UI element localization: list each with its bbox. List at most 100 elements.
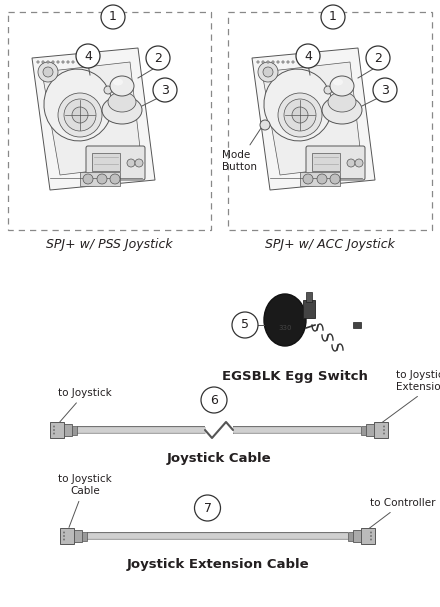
Circle shape bbox=[53, 426, 55, 427]
Ellipse shape bbox=[110, 76, 134, 96]
Text: Joystick Extension Cable: Joystick Extension Cable bbox=[126, 558, 309, 571]
Text: 3: 3 bbox=[161, 84, 169, 97]
Text: SPJ+ w/ ACC Joystick: SPJ+ w/ ACC Joystick bbox=[265, 238, 395, 251]
Bar bbox=[312, 153, 340, 171]
Bar bbox=[60, 528, 74, 544]
Circle shape bbox=[330, 174, 340, 184]
Circle shape bbox=[52, 61, 54, 63]
Circle shape bbox=[292, 61, 294, 63]
Circle shape bbox=[258, 62, 278, 82]
Circle shape bbox=[37, 61, 39, 63]
Circle shape bbox=[194, 495, 220, 521]
Circle shape bbox=[355, 159, 363, 167]
Circle shape bbox=[292, 107, 308, 123]
Bar bbox=[92, 153, 120, 171]
Bar bbox=[366, 424, 374, 436]
Circle shape bbox=[232, 312, 258, 338]
Bar bbox=[361, 528, 375, 544]
Circle shape bbox=[43, 67, 53, 77]
Circle shape bbox=[101, 5, 125, 29]
Ellipse shape bbox=[264, 69, 332, 141]
Circle shape bbox=[63, 538, 65, 540]
Circle shape bbox=[287, 61, 289, 63]
Text: 330: 330 bbox=[278, 325, 292, 331]
Bar bbox=[72, 426, 77, 435]
Bar bbox=[8, 12, 211, 230]
Circle shape bbox=[67, 61, 69, 63]
Polygon shape bbox=[32, 48, 155, 190]
Bar bbox=[300, 172, 340, 186]
Bar bbox=[228, 12, 432, 230]
Circle shape bbox=[201, 387, 227, 413]
Text: to Joystick
Cable: to Joystick Cable bbox=[58, 475, 112, 527]
Ellipse shape bbox=[333, 78, 343, 86]
Bar bbox=[348, 532, 353, 540]
Circle shape bbox=[370, 538, 372, 540]
Circle shape bbox=[62, 61, 64, 63]
Circle shape bbox=[277, 61, 279, 63]
Circle shape bbox=[127, 159, 135, 167]
Circle shape bbox=[370, 532, 372, 534]
Text: 4: 4 bbox=[84, 50, 92, 63]
Text: 1: 1 bbox=[329, 10, 337, 24]
Circle shape bbox=[272, 61, 274, 63]
Circle shape bbox=[347, 159, 355, 167]
Text: 5: 5 bbox=[241, 319, 249, 331]
Ellipse shape bbox=[264, 294, 306, 346]
Circle shape bbox=[42, 61, 44, 63]
Bar bbox=[353, 530, 361, 542]
Circle shape bbox=[58, 93, 102, 137]
Text: 4: 4 bbox=[304, 50, 312, 63]
Bar bbox=[64, 424, 72, 436]
Polygon shape bbox=[252, 48, 375, 190]
Circle shape bbox=[263, 67, 273, 77]
Circle shape bbox=[104, 86, 112, 94]
Text: 6: 6 bbox=[210, 393, 218, 407]
Circle shape bbox=[53, 433, 55, 435]
Ellipse shape bbox=[108, 92, 136, 112]
Circle shape bbox=[324, 86, 332, 94]
Bar bbox=[303, 300, 315, 318]
Circle shape bbox=[72, 107, 88, 123]
Bar bbox=[80, 172, 120, 186]
Circle shape bbox=[83, 174, 93, 184]
Bar bbox=[82, 532, 87, 540]
Bar bbox=[353, 322, 361, 328]
Circle shape bbox=[153, 78, 177, 102]
FancyBboxPatch shape bbox=[306, 146, 365, 180]
Circle shape bbox=[146, 46, 170, 70]
Bar bbox=[50, 422, 64, 438]
Circle shape bbox=[303, 174, 313, 184]
Text: to Controller: to Controller bbox=[369, 498, 436, 528]
Polygon shape bbox=[42, 62, 142, 175]
Text: SPJ+ w/ PSS Joystick: SPJ+ w/ PSS Joystick bbox=[46, 238, 173, 251]
Circle shape bbox=[63, 535, 65, 537]
Circle shape bbox=[257, 61, 259, 63]
Bar bbox=[374, 422, 388, 438]
Bar bbox=[74, 530, 82, 542]
Polygon shape bbox=[262, 62, 362, 175]
Text: Joystick Cable: Joystick Cable bbox=[167, 452, 271, 465]
Circle shape bbox=[321, 5, 345, 29]
Circle shape bbox=[47, 61, 49, 63]
Circle shape bbox=[110, 174, 120, 184]
Circle shape bbox=[383, 426, 385, 427]
Circle shape bbox=[135, 159, 143, 167]
Circle shape bbox=[64, 99, 96, 131]
Circle shape bbox=[38, 62, 58, 82]
Ellipse shape bbox=[322, 96, 362, 124]
Circle shape bbox=[278, 93, 322, 137]
Ellipse shape bbox=[44, 69, 112, 141]
Circle shape bbox=[383, 429, 385, 431]
Circle shape bbox=[370, 535, 372, 537]
Circle shape bbox=[373, 78, 397, 102]
Circle shape bbox=[63, 532, 65, 534]
Circle shape bbox=[97, 174, 107, 184]
Bar bbox=[361, 426, 366, 435]
Text: to Joystick: to Joystick bbox=[58, 388, 112, 422]
Text: 2: 2 bbox=[154, 52, 162, 64]
Text: to Joystick
Extension Cable: to Joystick Extension Cable bbox=[382, 370, 440, 422]
Circle shape bbox=[317, 174, 327, 184]
Text: Mode
Button: Mode Button bbox=[222, 124, 264, 172]
Bar bbox=[306, 292, 312, 302]
